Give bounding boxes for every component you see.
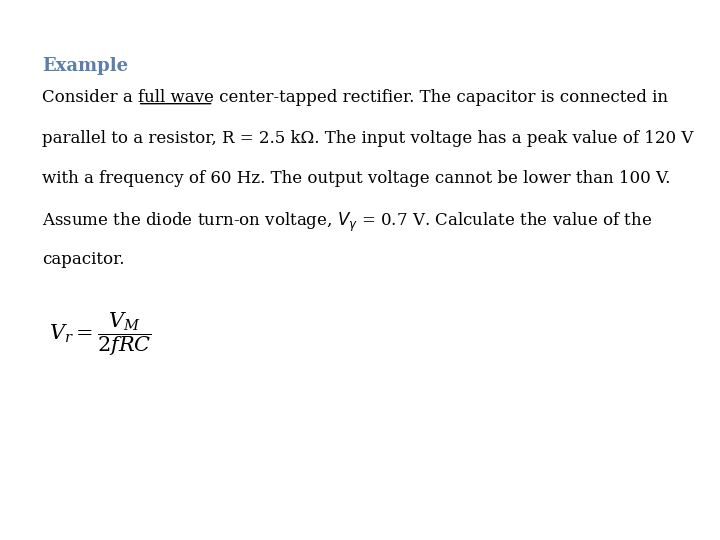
Text: full wave: full wave — [138, 89, 214, 106]
Text: capacitor.: capacitor. — [42, 251, 125, 268]
Text: Example: Example — [42, 57, 128, 75]
Text: Assume the diode turn-on voltage, $V_{\gamma}$ = 0.7 V. Calculate the value of t: Assume the diode turn-on voltage, $V_{\g… — [42, 211, 652, 234]
Text: Consider a: Consider a — [42, 89, 138, 106]
Text: parallel to a resistor, R = 2.5 kΩ. The input voltage has a peak value of 120 V: parallel to a resistor, R = 2.5 kΩ. The … — [42, 130, 693, 146]
Text: with a frequency of 60 Hz. The output voltage cannot be lower than 100 V.: with a frequency of 60 Hz. The output vo… — [42, 170, 670, 187]
Text: Consider a full wave center-tapped rectifier. The capacitor is connected in: Consider a full wave center-tapped recti… — [42, 89, 667, 106]
Text: $V_r = \dfrac{V_M}{2fRC}$: $V_r = \dfrac{V_M}{2fRC}$ — [49, 310, 152, 359]
